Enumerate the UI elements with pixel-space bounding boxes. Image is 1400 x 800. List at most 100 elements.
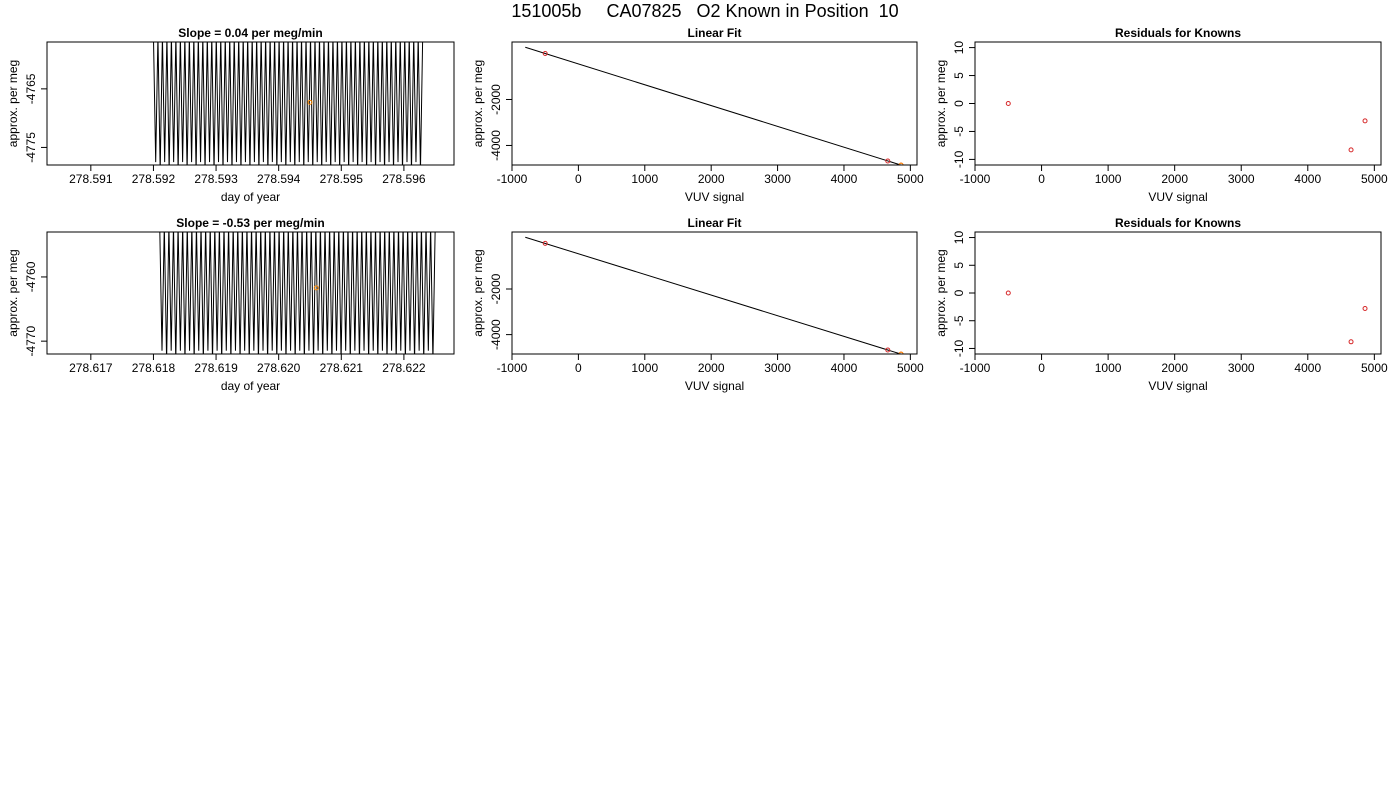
x-tick-label: 3000 [1228,361,1255,375]
y-axis-label: approx. per meg [6,60,20,147]
x-tick-label: 4000 [1294,361,1321,375]
y-tick-label: 0 [952,289,966,296]
panel-6: Residuals for Knowns VUV signal approx. pe… [934,216,1388,393]
x-tick-label: 278.622 [382,361,426,375]
y-tick-label: 10 [952,231,966,245]
fit-line [525,236,902,354]
panel-title: Slope = -0.53 per meg/min [176,216,324,230]
y-tick-label: -4770 [24,325,38,356]
plot-frame [974,231,1382,355]
data-point [542,240,548,246]
x-tick-label: 278.593 [194,172,238,186]
plot-area [525,46,904,165]
x-tick-label: 3000 [764,361,791,375]
y-tick-label: -2000 [489,84,503,115]
data-point [885,158,891,164]
y-tick-label: -5 [952,315,966,326]
x-tick-label: 278.618 [132,361,176,375]
plot-area [1005,290,1368,345]
y-axis-label: approx. per meg [934,249,948,336]
panel-title: Slope = 0.04 per meg/min [178,26,322,40]
x-tick-label: 1000 [1095,172,1122,186]
y-tick-label: -4000 [489,130,503,161]
y-tick-label: -4760 [24,261,38,292]
y-tick-label: 5 [952,262,966,269]
x-tick-label: 0 [1038,361,1045,375]
y-tick-label: -5 [952,126,966,137]
y-tick-label: -4000 [489,319,503,350]
fit-line [525,46,902,165]
plot-area [159,232,436,354]
x-tick-label: 278.591 [69,172,113,186]
panel-title: Linear Fit [687,26,741,40]
x-tick-label: 4000 [831,361,858,375]
x-axis-label: VUV signal [685,190,744,204]
data-point [1005,290,1011,296]
data-point [1362,306,1368,312]
data-point [898,162,904,165]
x-tick-label: 2000 [1161,172,1188,186]
data-point [542,50,548,56]
data-point [1348,147,1354,153]
panel-title: Residuals for Knowns [1115,26,1241,40]
data-trace [159,232,436,354]
x-tick-label: 278.592 [132,172,176,186]
panel-title: Linear Fit [687,216,741,230]
x-tick-label: 278.596 [382,172,426,186]
x-tick-label: 278.619 [194,361,238,375]
panel-2: Linear Fit VUV signal approx. per meg -1000… [471,26,924,204]
y-axis-label: approx. per meg [934,60,948,147]
plot-area [153,42,424,165]
figure-title: 151005b CA07825 O2 Known in Position 10 [511,1,899,21]
x-tick-label: 2000 [1161,361,1188,375]
x-tick-label: 2000 [698,361,725,375]
y-tick-label: -10 [952,339,966,357]
x-tick-label: -1000 [960,172,991,186]
data-point [313,285,319,291]
x-tick-label: 1000 [1095,361,1122,375]
x-tick-label: 3000 [764,172,791,186]
data-point [898,351,904,354]
y-tick-label: -10 [952,150,966,168]
data-point [885,347,891,353]
plot-frame [46,41,455,166]
x-axis-label: VUV signal [1148,379,1207,393]
x-tick-label: 278.621 [320,361,364,375]
y-tick-label: 0 [952,100,966,107]
data-trace [153,42,424,165]
x-tick-label: 278.617 [69,361,113,375]
plot-frame [511,231,918,355]
x-tick-label: 278.620 [257,361,301,375]
y-tick-label: -4765 [24,73,38,104]
x-tick-label: 1000 [631,361,658,375]
y-tick-label: -2000 [489,273,503,304]
data-point [1005,101,1011,106]
x-tick-label: 5000 [897,361,924,375]
x-tick-label: 4000 [831,172,858,186]
y-tick-label: 10 [952,41,966,55]
data-point [1362,118,1368,124]
panel-1: Slope = 0.04 per meg/min day of year appro… [6,26,455,204]
x-tick-label: 2000 [698,172,725,186]
x-tick-label: 4000 [1294,172,1321,186]
x-tick-label: 0 [1038,172,1045,186]
x-tick-label: -1000 [960,361,991,375]
panel-3: Residuals for Knowns VUV signal approx. pe… [934,26,1388,204]
x-tick-label: 3000 [1228,172,1255,186]
plot-area [525,236,904,354]
x-axis-label: day of year [221,190,280,204]
panel-4: Slope = -0.53 per meg/min day of year appr… [6,216,455,393]
y-axis-label: approx. per meg [471,60,485,147]
plot-area [1005,101,1368,153]
x-tick-label: -1000 [497,361,528,375]
y-axis-label: approx. per meg [471,249,485,336]
x-tick-label: 1000 [631,172,658,186]
data-point [307,99,313,105]
y-axis-label: approx. per meg [6,249,20,336]
x-axis-label: day of year [221,379,280,393]
x-tick-label: 5000 [897,172,924,186]
y-tick-label: -4775 [24,132,38,163]
plot-frame [511,41,918,166]
x-tick-label: 5000 [1361,361,1388,375]
